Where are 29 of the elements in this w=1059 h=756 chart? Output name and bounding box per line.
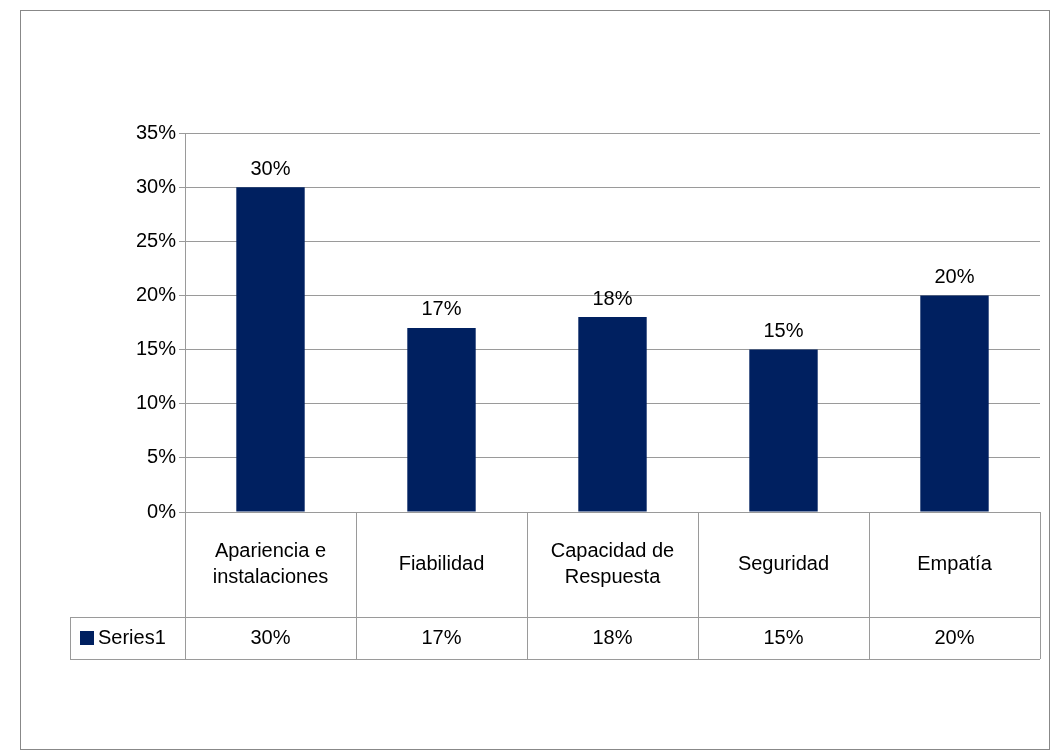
legend-label: Series1 bbox=[98, 625, 166, 648]
y-tick-label: 5% bbox=[147, 445, 177, 468]
text: 18% bbox=[592, 286, 633, 309]
data-label: 15% bbox=[763, 625, 804, 648]
y-tick-label: 35% bbox=[135, 120, 177, 143]
data-label: 20% bbox=[934, 625, 975, 648]
data-label: 18% bbox=[592, 625, 633, 648]
y-tick-label: 30% bbox=[135, 174, 177, 197]
text: 17% bbox=[421, 297, 462, 320]
y-tick-label: 0% bbox=[147, 499, 177, 522]
text: 15% bbox=[763, 319, 804, 342]
data-label: 17% bbox=[421, 625, 462, 648]
text: 20% bbox=[934, 264, 975, 287]
y-tick-label: 10% bbox=[135, 391, 177, 414]
y-tick-label: 20% bbox=[135, 282, 177, 305]
bar bbox=[749, 349, 818, 512]
x-tick-label: Capacidad de Respuesta bbox=[550, 539, 675, 588]
y-tick-label: 15% bbox=[135, 337, 177, 360]
y-tick-label: 25% bbox=[135, 228, 177, 251]
bar bbox=[407, 327, 476, 512]
x-tick-label: Seguridad bbox=[737, 552, 830, 575]
x-tick-label: Fiabilidad bbox=[398, 552, 485, 575]
x-tick-label: Apariencia e instalaciones bbox=[212, 539, 329, 588]
bar bbox=[236, 187, 305, 512]
bar bbox=[920, 295, 989, 512]
data-label: 30% bbox=[250, 625, 291, 648]
bar bbox=[578, 317, 647, 512]
x-tick-label: Empatía bbox=[917, 552, 993, 575]
text: 30% bbox=[250, 156, 291, 179]
